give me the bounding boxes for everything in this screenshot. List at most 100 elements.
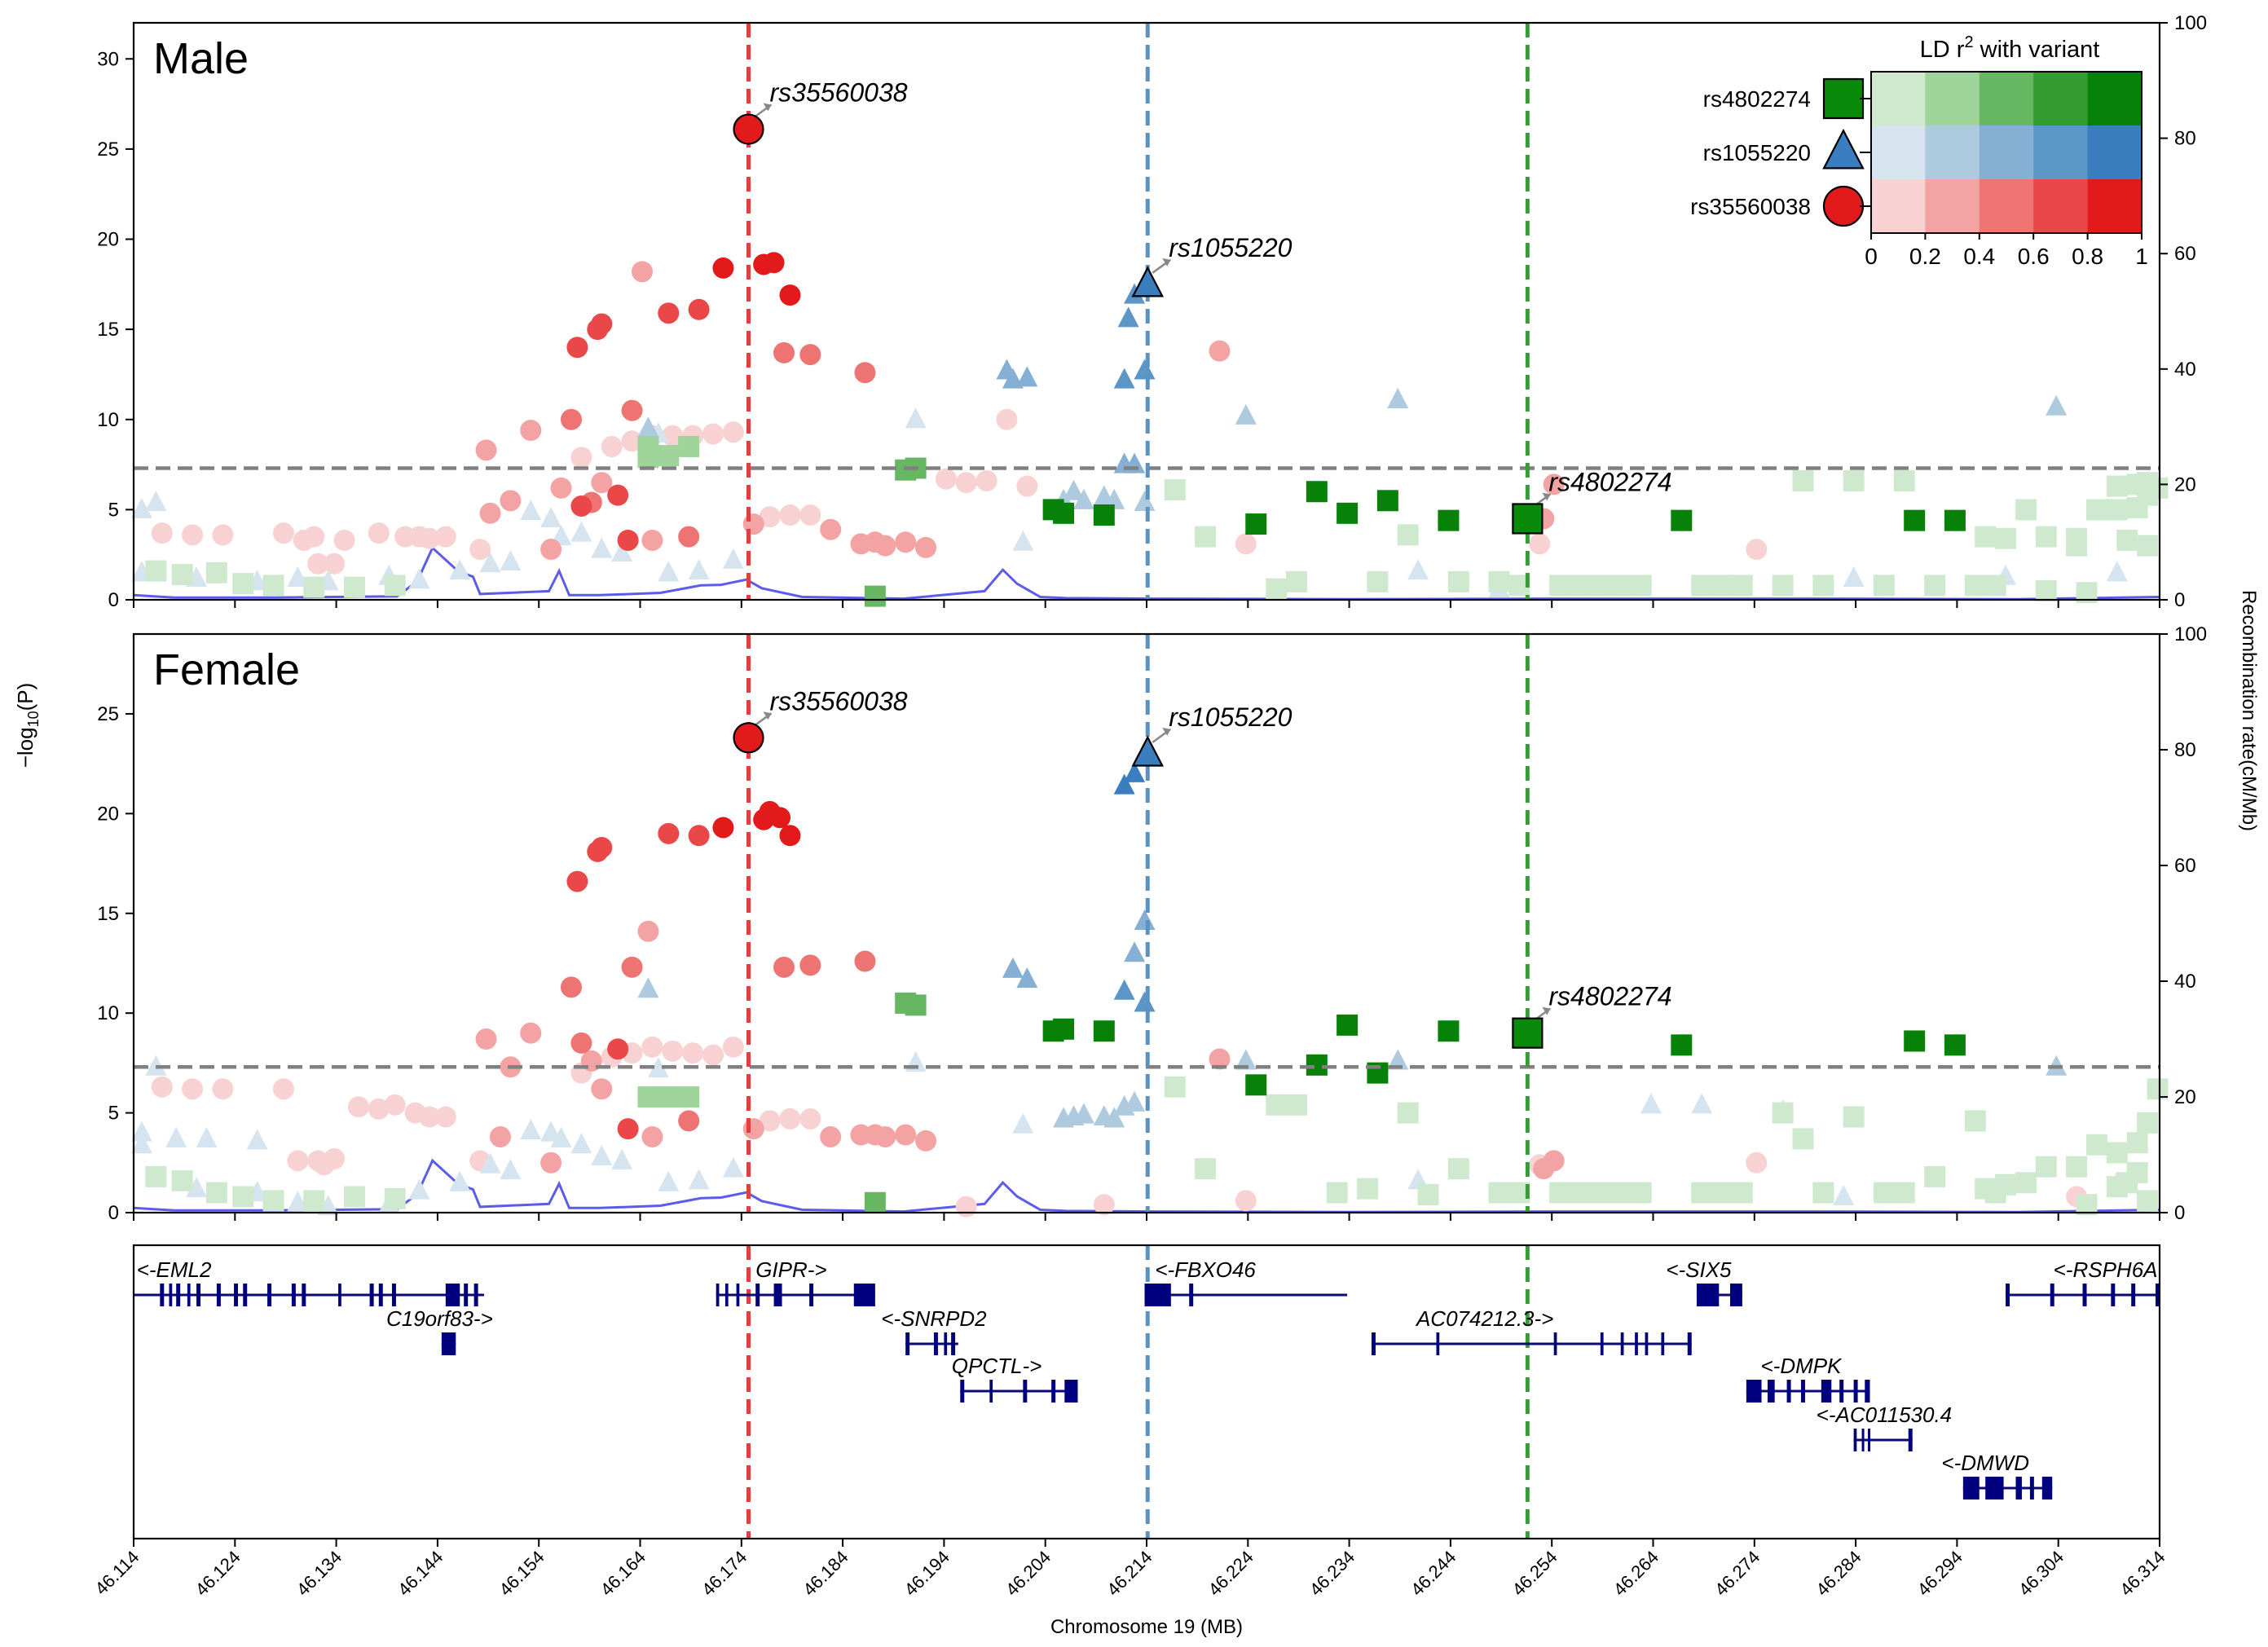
gene-exon	[1767, 1380, 1775, 1403]
snp-point-rs1055220	[479, 552, 501, 573]
gene-exon	[1661, 1332, 1665, 1355]
snp-point-rs35560038	[151, 1076, 173, 1098]
gene-exon	[1023, 1380, 1028, 1403]
snp-point-rs35560038	[434, 526, 456, 548]
snp-point-rs35560038	[303, 526, 325, 548]
gene-label: <-EML2	[137, 1257, 212, 1282]
snp-point-rs4802274	[2035, 1156, 2057, 1178]
gene-exon	[1839, 1380, 1844, 1403]
snp-point-rs35560038	[779, 504, 801, 526]
annotation-arrowhead	[1162, 727, 1171, 736]
snp-point-rs35560038	[975, 469, 997, 491]
snp-point-rs4802274	[1447, 1158, 1469, 1180]
rec-tick-label: 20	[2174, 1086, 2196, 1108]
gene-label: GIPR->	[755, 1257, 826, 1282]
snp-point-rs4802274	[905, 994, 927, 1016]
gene-label: <-AC011530.4	[1817, 1403, 1952, 1427]
snp-point-rs1055220	[1072, 1103, 1094, 1124]
snp-point-rs35560038	[763, 252, 785, 274]
snp-point-rs35560038	[607, 1038, 629, 1060]
snp-point-rs1055220	[1016, 366, 1038, 387]
rec-tick-label: 40	[2174, 971, 2196, 993]
gene-exon	[2050, 1284, 2054, 1306]
snp-point-rs1055220	[591, 1144, 613, 1165]
snp-point-rs4802274	[2137, 472, 2159, 494]
snp-point-rs35560038	[874, 1125, 896, 1147]
snp-point-rs4802274	[205, 561, 227, 583]
snp-point-rs4802274	[2116, 1172, 2138, 1194]
snp-point-rs4802274	[1812, 575, 1834, 597]
snp-point-rs4802274	[1964, 1110, 1986, 1132]
snp-point-rs35560038	[820, 518, 842, 540]
snp-point-rs4802274	[1285, 1094, 1307, 1116]
snp-point-rs35560038	[641, 1036, 663, 1058]
panel-title: Male	[153, 34, 249, 83]
gene-exon	[216, 1284, 221, 1306]
panel-title: Female	[153, 645, 300, 694]
y-tick-label: 20	[97, 229, 119, 251]
snp-point-rs4802274	[1326, 1182, 1348, 1204]
y-axis-label-right: Recombination rate(cM/Mb)	[2238, 590, 2260, 831]
snp-point-rs4802274	[1904, 1030, 1926, 1052]
x-tick-label: 46.184	[799, 1547, 852, 1600]
snp-point-rs35560038	[637, 920, 659, 942]
snp-point-rs1055220	[1117, 306, 1139, 328]
snp-point-rs35560038	[631, 261, 653, 283]
snp-point-rs35560038	[212, 524, 234, 546]
annotation-arrowhead	[763, 103, 772, 112]
snp-point-rs1055220	[1235, 403, 1257, 425]
gene-exon	[1853, 1429, 1857, 1451]
gene-label: <-FBXO46	[1155, 1257, 1256, 1282]
gene-exon	[2041, 1477, 2053, 1499]
snp-point-rs4802274	[1610, 1182, 1632, 1204]
snp-point-rs4802274	[205, 1182, 227, 1204]
snp-point-rs4802274	[2066, 1156, 2088, 1178]
snp-point-rs1055220	[449, 559, 471, 580]
snp-point-rs35560038	[418, 1106, 440, 1128]
snp-point-rs1055220	[1387, 1049, 1409, 1070]
snp-point-rs4802274	[1549, 1182, 1571, 1204]
snp-point-rs4802274	[1630, 1182, 1652, 1204]
snp-point-rs35560038	[678, 1110, 700, 1132]
gene-exon	[944, 1332, 948, 1355]
snp-point-rs35560038	[621, 430, 643, 452]
gene-label: <-SNRPD2	[881, 1306, 987, 1331]
snp-point-rs35560038	[570, 447, 592, 469]
snp-point-rs4802274	[1337, 1014, 1359, 1036]
gene-exon	[1821, 1380, 1832, 1403]
gene-exon	[2156, 1284, 2160, 1306]
snp-point-rs1055220	[1012, 1112, 1034, 1134]
lead-label-rs4802274: rs4802274	[1548, 467, 1671, 496]
snp-point-rs4802274	[1924, 575, 1946, 597]
snp-point-rs1055220	[688, 559, 710, 580]
gene-exon	[1687, 1332, 1692, 1355]
snp-point-rs4802274	[2126, 1132, 2148, 1154]
x-tick-label: 46.124	[192, 1547, 244, 1600]
snp-point-rs4802274	[1873, 575, 1895, 597]
gene-exon	[951, 1332, 956, 1355]
snp-point-rs35560038	[1235, 533, 1257, 555]
snp-point-rs35560038	[759, 1110, 781, 1132]
legend-row-label: rs1055220	[1703, 140, 1811, 165]
legend-tick-label: 0.6	[2018, 244, 2050, 269]
rec-tick-label: 0	[2174, 589, 2185, 611]
snp-point-rs1055220	[996, 359, 1018, 380]
gene-exon	[1064, 1380, 1078, 1403]
snp-point-rs4802274	[1630, 575, 1652, 597]
legend-tick-label: 0.4	[1963, 244, 1995, 269]
gene-exon	[445, 1284, 460, 1306]
gene-label: <-SIX5	[1666, 1257, 1732, 1282]
snp-point-rs4802274	[2137, 1112, 2159, 1134]
snp-point-rs4802274	[1337, 502, 1359, 524]
snp-point-rs35560038	[570, 495, 592, 517]
gene-exon	[369, 1284, 374, 1306]
snp-point-rs4802274	[658, 1086, 680, 1108]
snp-point-rs1055220	[570, 1133, 592, 1154]
snp-point-rs1055220	[1134, 359, 1156, 380]
snp-point-rs1055220	[1124, 1090, 1146, 1112]
snp-point-rs1055220	[2046, 394, 2068, 416]
snp-point-rs1055220	[449, 1170, 471, 1191]
snp-point-rs35560038	[820, 1125, 842, 1147]
snp-point-rs1055220	[130, 1133, 152, 1154]
lead-marker-rs1055220	[1131, 735, 1165, 767]
